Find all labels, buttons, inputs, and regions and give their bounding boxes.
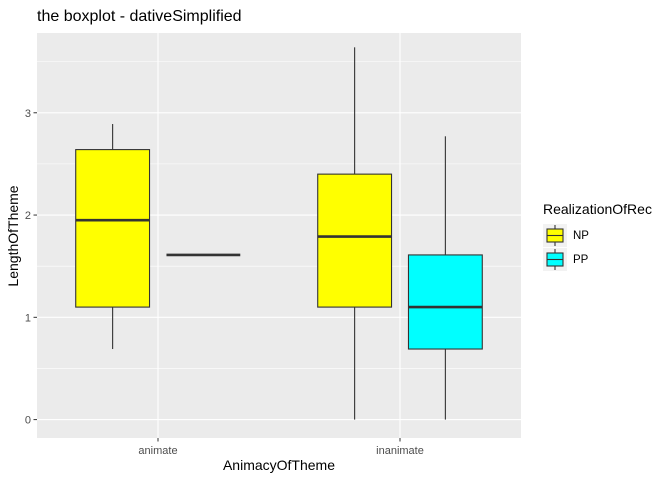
legend-label-PP: PP (573, 254, 589, 266)
box-iqr (317, 173, 393, 308)
y-tick-label: 0 (25, 415, 31, 427)
box-NP-animate (75, 124, 151, 350)
y-axis-title: LengthOfTheme (5, 185, 21, 286)
grid-lines (37, 33, 521, 438)
box-NP-inanimate (317, 47, 393, 420)
x-tick-label: animate (138, 445, 177, 457)
chart-title: the boxplot - dativeSimplified (37, 8, 242, 25)
legend-label-NP: NP (573, 230, 589, 242)
legend-title: RealizationOfRec (543, 201, 652, 217)
x-axis: animate inanimate (138, 438, 424, 457)
legend: RealizationOfRec NP PP (543, 201, 652, 271)
box-PP-inanimate (407, 136, 483, 420)
y-tick-label: 3 (25, 108, 31, 120)
y-tick-label: 1 (25, 312, 31, 324)
box-iqr (75, 149, 151, 308)
x-axis-title: AnimacyOfTheme (223, 457, 335, 473)
y-tick-label: 2 (25, 210, 31, 222)
y-axis: 0 1 2 3 (25, 108, 37, 427)
box-iqr (407, 254, 483, 350)
x-tick-label: inanimate (376, 445, 424, 457)
boxplot-boxes (75, 47, 483, 420)
